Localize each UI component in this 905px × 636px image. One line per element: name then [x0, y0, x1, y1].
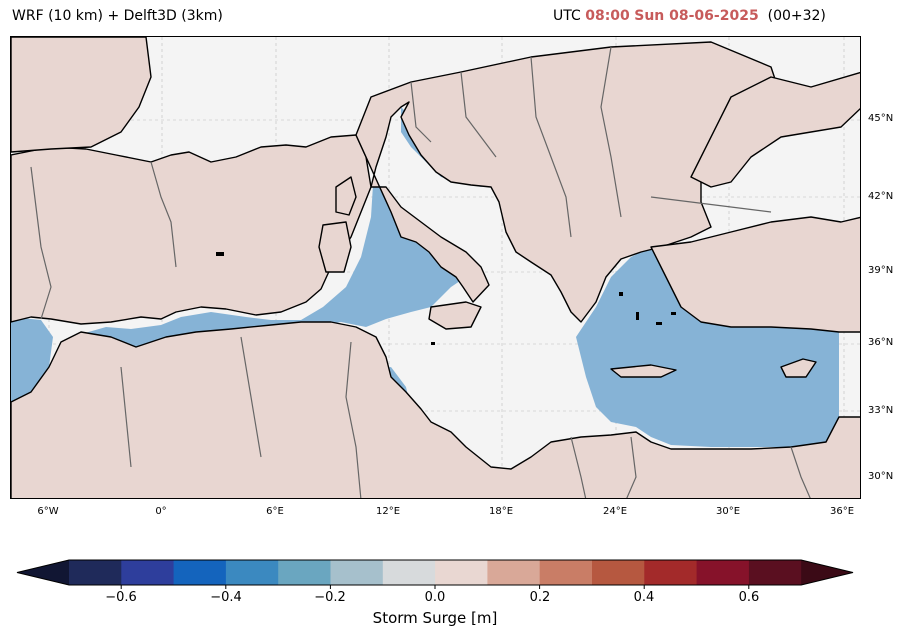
colorbar-segment — [121, 560, 175, 585]
land-cyprus — [780, 358, 817, 378]
colorbar-tick: 0.4 — [633, 590, 655, 605]
forecast-date: Sun 08-06-2025 — [634, 8, 759, 24]
colorbar-segment — [382, 560, 436, 585]
land-crete — [610, 364, 677, 378]
colorbar-tick: −0.6 — [105, 590, 137, 605]
colorbar-segment — [435, 560, 488, 585]
land-sardinia — [318, 221, 352, 273]
western-med-sea — [71, 185, 466, 359]
map-canvas — [11, 37, 860, 498]
time-title: UTC 08:00 Sun 08-06-2025 (00+32) — [553, 8, 826, 24]
land-britain — [11, 37, 152, 153]
colorbar-tick: −0.4 — [210, 590, 242, 605]
colorbar-segment — [644, 560, 698, 585]
land-sicily — [428, 301, 482, 330]
lon-label: 36°E — [829, 506, 855, 517]
colorbar-tick: −0.2 — [314, 590, 346, 605]
lat-label: 30°N — [868, 471, 894, 482]
lat-label: 42°N — [868, 191, 894, 202]
land-north-africa — [11, 321, 860, 498]
colorbar-segment — [592, 560, 645, 585]
colorbar — [16, 559, 854, 589]
lon-label: 30°E — [715, 506, 741, 517]
colorbar-segment — [748, 560, 802, 585]
land-anatolia — [650, 216, 860, 333]
run-step: (00+32) — [767, 8, 826, 24]
colorbar-segment — [330, 560, 384, 585]
atlantic-sea — [11, 317, 53, 402]
colorbar-tick: 0.6 — [738, 590, 760, 605]
country-borders — [30, 46, 811, 498]
lat-label: 39°N — [868, 265, 894, 276]
colorbar-outline — [16, 559, 854, 586]
colorbar-segment — [696, 560, 750, 585]
colorbar-segment — [278, 560, 331, 585]
colorbar-segment — [173, 560, 227, 585]
colorbar-segment — [225, 560, 279, 585]
colorbar-label: Storm Surge [m] — [372, 609, 498, 627]
eastern-med-sea — [576, 247, 839, 447]
model-title: WRF (10 km) + Delft3D (3km) — [12, 8, 223, 24]
lon-label: 12°E — [375, 506, 401, 517]
lon-label: 18°E — [488, 506, 514, 517]
coastline — [11, 37, 860, 498]
colorbar-segment — [487, 560, 541, 585]
lon-label: 0° — [155, 506, 167, 517]
lat-label: 45°N — [868, 113, 894, 124]
lon-label: 6°W — [37, 506, 59, 517]
storm-surge-map — [10, 36, 861, 499]
colorbar-segment — [69, 560, 122, 585]
land-iberia-france — [11, 134, 372, 325]
colorbar-tick: 0.2 — [529, 590, 551, 605]
islands — [216, 252, 676, 345]
lat-label: 33°N — [868, 405, 894, 416]
colorbar-under-extend — [17, 560, 69, 585]
lon-label: 24°E — [602, 506, 628, 517]
colorbar-tick: 0.0 — [424, 590, 446, 605]
land-crimea — [690, 71, 860, 188]
lat-label: 36°N — [868, 337, 894, 348]
land-corsica — [335, 176, 357, 216]
colorbar-segment — [539, 560, 593, 585]
colorbar-over-extend — [801, 560, 853, 585]
lon-label: 6°E — [266, 506, 284, 517]
utc-prefix: UTC — [553, 8, 581, 24]
forecast-time: 08:00 — [585, 8, 630, 24]
